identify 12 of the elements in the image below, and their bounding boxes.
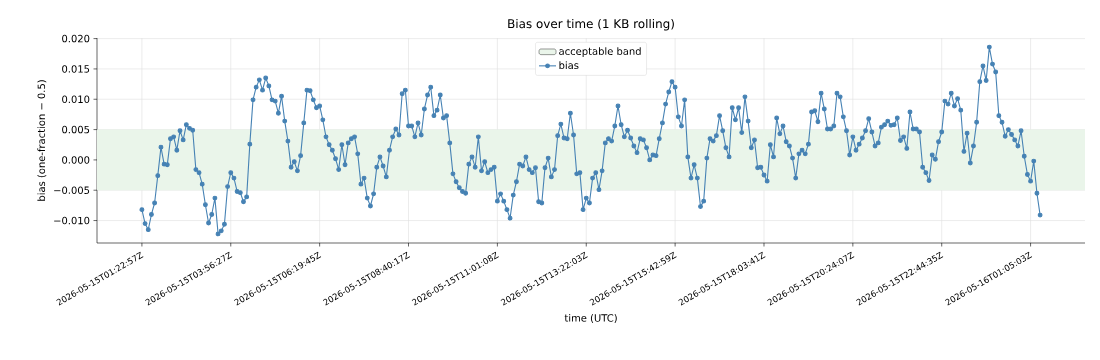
x-axis-title: time (UTC) (564, 314, 617, 323)
y-tick-label: 0.000 (62, 156, 90, 164)
y-tick-label: 0.020 (62, 34, 90, 43)
y-tick-label: 0.005 (62, 125, 90, 134)
chart-title: Bias over time (1 KB rolling) (508, 18, 674, 31)
y-tick-label: −0.010 (54, 216, 90, 225)
y-tick-label: 0.015 (62, 65, 90, 73)
y-axis-title: bias (one-fraction − 0.5) (37, 80, 47, 201)
legend-label: acceptable band (559, 47, 641, 57)
y-tick-label: −0.005 (54, 186, 90, 194)
legend-label: bias (559, 61, 579, 70)
y-tick-label: 0.010 (62, 95, 90, 104)
